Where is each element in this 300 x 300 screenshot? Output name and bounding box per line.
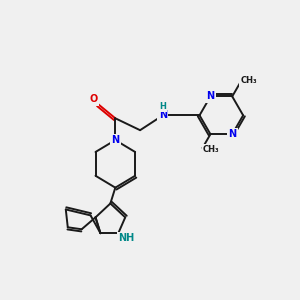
Text: H: H bbox=[159, 102, 166, 111]
Text: NH: NH bbox=[118, 233, 134, 243]
Text: N: N bbox=[206, 92, 214, 101]
Text: N: N bbox=[159, 110, 167, 120]
Text: CH₃: CH₃ bbox=[203, 146, 220, 154]
Text: N: N bbox=[111, 135, 119, 145]
Text: O: O bbox=[89, 94, 98, 104]
Text: N: N bbox=[228, 129, 236, 139]
Text: CH₃: CH₃ bbox=[241, 76, 257, 85]
Text: N: N bbox=[111, 135, 119, 145]
